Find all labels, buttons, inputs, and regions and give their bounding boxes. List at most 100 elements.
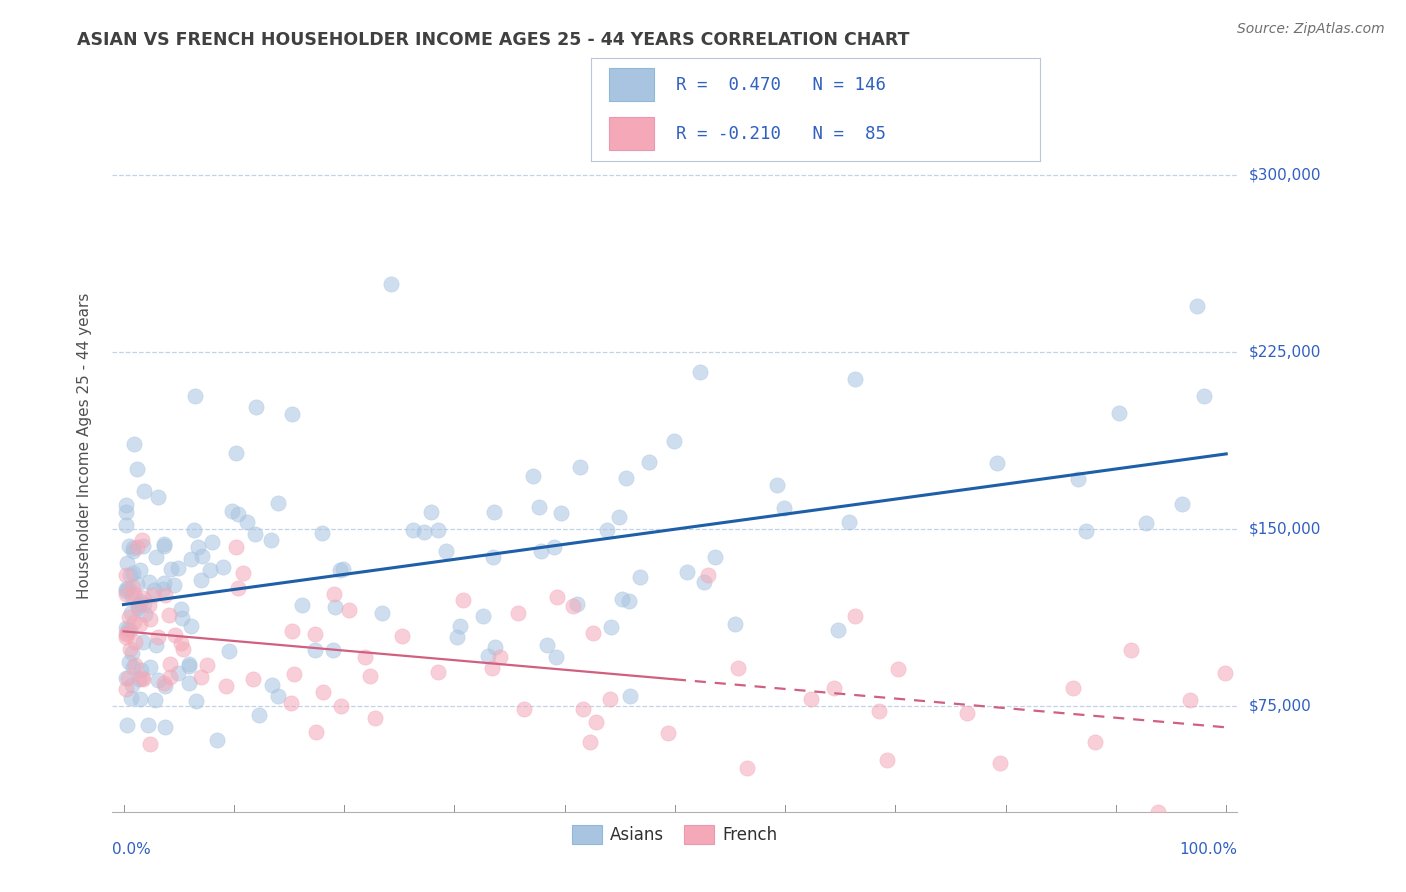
Point	[800, 692, 823, 706]
Point	[114, 621, 136, 635]
Point	[402, 523, 425, 537]
Point	[529, 500, 551, 515]
Point	[1108, 406, 1130, 420]
Point	[114, 671, 136, 685]
Point	[323, 587, 346, 601]
Point	[163, 578, 186, 592]
Point	[198, 563, 221, 577]
Point	[332, 561, 354, 575]
Point	[827, 623, 849, 637]
Point	[159, 657, 181, 672]
Point	[562, 599, 585, 613]
Point	[142, 582, 165, 597]
Point	[304, 627, 326, 641]
Point	[153, 720, 176, 734]
Point	[186, 694, 208, 708]
Point	[1194, 389, 1216, 403]
Point	[138, 737, 160, 751]
Point	[115, 584, 138, 599]
Point	[129, 617, 152, 632]
Point	[122, 437, 145, 451]
Point	[481, 661, 503, 675]
Point	[291, 598, 314, 612]
Point	[530, 543, 553, 558]
Point	[596, 523, 619, 537]
Point	[312, 685, 335, 699]
Point	[354, 650, 377, 665]
Point	[371, 606, 394, 620]
Point	[477, 649, 499, 664]
Point	[506, 606, 529, 620]
Point	[114, 681, 136, 696]
Point	[599, 692, 621, 706]
Point	[225, 540, 247, 554]
Point	[134, 607, 156, 621]
Point	[120, 567, 142, 582]
Point	[163, 628, 186, 642]
Point	[121, 589, 143, 603]
Point	[1121, 643, 1143, 657]
Point	[128, 672, 150, 686]
Point	[124, 587, 146, 601]
Point	[138, 599, 160, 613]
Point	[179, 657, 201, 672]
Point	[619, 689, 641, 703]
Point	[242, 672, 264, 686]
Point	[122, 660, 145, 674]
Point	[153, 539, 176, 553]
Point	[125, 461, 148, 475]
Point	[283, 666, 305, 681]
Point	[1146, 805, 1168, 819]
Point	[180, 619, 202, 633]
Point	[420, 505, 443, 519]
Point	[245, 401, 267, 415]
Point	[824, 681, 846, 695]
Point	[380, 277, 402, 292]
Point	[484, 505, 506, 519]
Point	[482, 549, 505, 564]
Point	[657, 725, 679, 739]
Point	[1187, 299, 1209, 313]
Point	[727, 660, 749, 674]
Point	[322, 642, 344, 657]
Point	[152, 576, 174, 591]
Point	[190, 670, 212, 684]
Point	[247, 707, 270, 722]
Point	[117, 672, 139, 686]
Point	[138, 612, 160, 626]
Point	[124, 658, 146, 673]
Point	[579, 734, 602, 748]
Point	[391, 629, 413, 643]
Point	[129, 692, 152, 706]
Point	[152, 537, 174, 551]
Point	[412, 524, 434, 539]
Point	[610, 592, 633, 607]
Point	[187, 540, 209, 554]
Point	[121, 678, 143, 692]
Point	[1066, 472, 1088, 486]
Point	[226, 507, 249, 521]
Point	[329, 699, 352, 714]
Point	[218, 644, 240, 658]
Point	[305, 725, 328, 739]
Point	[887, 662, 910, 676]
Point	[132, 672, 155, 686]
Point	[184, 389, 207, 403]
Text: Source: ZipAtlas.com: Source: ZipAtlas.com	[1237, 22, 1385, 37]
Point	[153, 588, 176, 602]
Text: $150,000: $150,000	[1249, 521, 1320, 536]
Point	[115, 625, 138, 640]
Point	[138, 574, 160, 589]
Point	[536, 638, 558, 652]
Point	[211, 559, 233, 574]
Point	[427, 665, 450, 679]
Point	[281, 407, 304, 421]
Point	[724, 616, 747, 631]
Point	[628, 570, 651, 584]
Point	[876, 753, 898, 767]
Legend: Asians, French: Asians, French	[565, 818, 785, 851]
Point	[170, 602, 193, 616]
Point	[122, 541, 145, 556]
Point	[427, 523, 450, 537]
Point	[231, 566, 253, 581]
